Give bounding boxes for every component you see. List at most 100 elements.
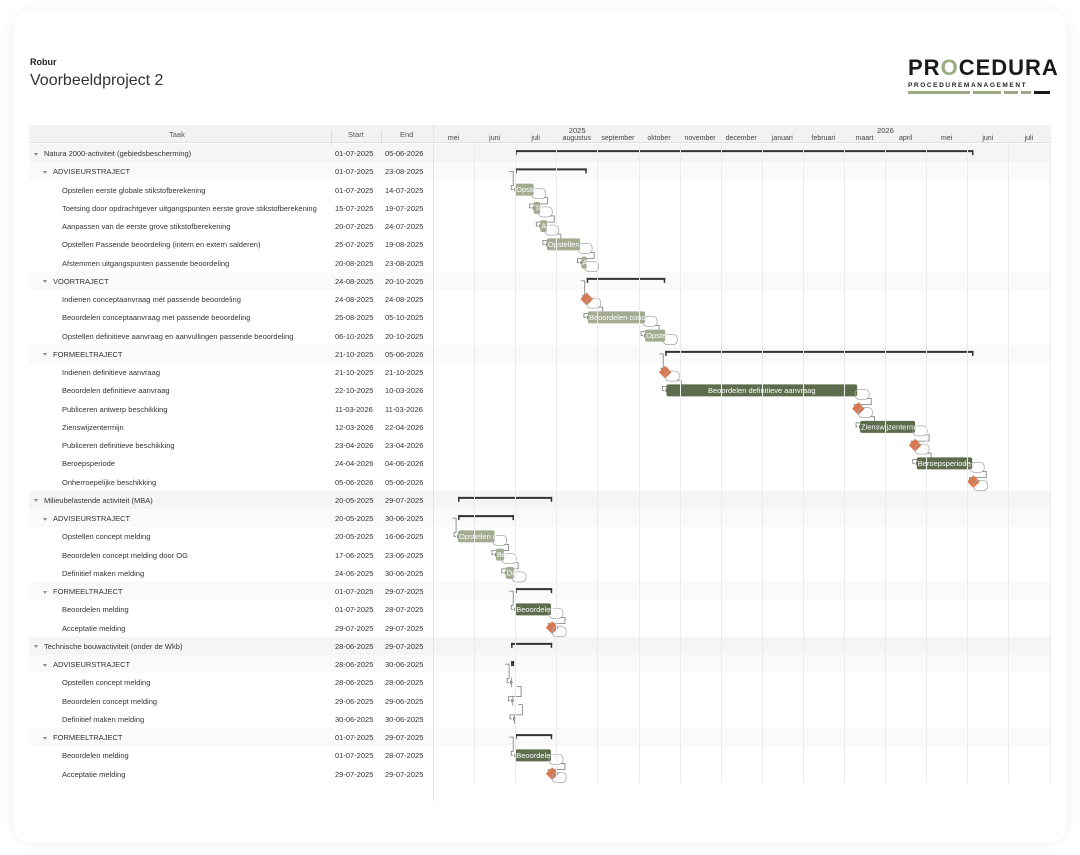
task-start-date: 01-07-2025 [335, 605, 374, 615]
collapse-caret-icon[interactable] [34, 645, 38, 649]
task-start-date: 01-07-2025 [335, 149, 374, 158]
table-row[interactable]: Publiceren antwerp beschikking 11-03-2026… [29, 400, 1051, 418]
summary-bar-end [458, 515, 460, 521]
table-row[interactable]: Zienswijzentermijn 12-03-2026 22-04-2026 [29, 418, 1051, 436]
zero-duration-task[interactable] [512, 695, 514, 706]
task-bar-outline [577, 242, 593, 254]
task-bar-outline [548, 753, 564, 765]
table-row[interactable]: Toetsing door opdrachtgever uitgangspunt… [29, 199, 1051, 217]
task-name: Indienen conceptaanvraag mét passende be… [62, 295, 241, 304]
table-row[interactable]: Beoordelen melding 01-07-2025 28-07-2025 [29, 746, 1051, 764]
month-gridline [638, 143, 640, 783]
task-bar[interactable] [860, 420, 916, 433]
month-label: mei [447, 135, 460, 142]
table-row[interactable]: Beroepsperiode 24-04-2026 04-06-2026 [29, 454, 1051, 472]
task-bar[interactable] [515, 183, 534, 196]
zero-duration-task[interactable] [513, 713, 515, 724]
table-row[interactable]: FORMEELTRAJECT 01-07-2025 29-07-2025 [29, 728, 1051, 747]
table-row[interactable]: FORMEELTRAJECT 21-10-2025 05-06-2026 [29, 344, 1051, 363]
collapse-caret-icon[interactable] [43, 170, 47, 174]
summary-bar[interactable] [511, 642, 553, 645]
table-row[interactable]: ADVISEURSTRAJECT 28-06-2025 30-06-2025 [29, 655, 1051, 674]
task-end-date: 29-07-2025 [385, 769, 424, 779]
task-bar[interactable] [546, 238, 581, 251]
table-row[interactable]: Beoordelen definitieve aanvraag 22-10-202… [29, 381, 1051, 399]
task-name: Aanpassen van de eerste grove stikstofbe… [62, 222, 231, 231]
table-row[interactable]: Definitief maken melding 24-06-2025 30-06-… [29, 564, 1051, 582]
dependency-link [509, 590, 514, 610]
summary-bar[interactable] [458, 496, 553, 499]
summary-bar[interactable] [458, 515, 514, 518]
table-row[interactable]: ADVISEURSTRAJECT 20-05-2025 30-06-2025 [29, 509, 1051, 528]
task-start-date: 11-03-2026 [335, 404, 373, 414]
table-row[interactable]: Opstellen eerste globale stikstofbereken… [29, 181, 1051, 199]
collapse-caret-icon[interactable] [43, 353, 47, 357]
table-row[interactable]: VOORTRAJECT 24-08-2025 20-10-2025 [29, 271, 1051, 290]
table-row[interactable]: FORMEELTRAJECT 01-07-2025 29-07-2025 [29, 582, 1051, 601]
task-bar[interactable] [645, 329, 666, 342]
table-row[interactable]: Definitief maken melding 30-06-2025 30-06-… [29, 710, 1051, 728]
summary-bar[interactable] [515, 150, 974, 153]
month-label: april [898, 135, 913, 142]
task-name: Acceptatie melding [62, 769, 126, 779]
summary-bar[interactable] [515, 168, 587, 171]
table-row[interactable]: ADVISEURSTRAJECT 01-07-2025 23-08-2025 [29, 162, 1051, 181]
task-end-date: 16-06-2025 [385, 532, 424, 542]
table-row[interactable]: Opstellen definitieve aanvraag en aanvul… [29, 327, 1051, 345]
task-bar-outline [548, 607, 564, 619]
table-row[interactable]: Beoordelen melding 01-07-2025 28-07-2025 [29, 600, 1051, 618]
table-row[interactable]: Opstellen concept melding 28-06-2025 28-06… [29, 673, 1051, 691]
month-gridline [967, 143, 969, 783]
table-row[interactable]: Beoordelen conceptaanvraag met passende … [29, 308, 1051, 326]
table-row[interactable]: Beoordelen concept melding 29-06-2025 29-0… [29, 692, 1051, 710]
task-bar[interactable] [515, 749, 551, 762]
task-bar[interactable] [515, 603, 551, 616]
collapse-caret-icon[interactable] [34, 499, 38, 503]
table-row[interactable]: Indienen definitieve aanvraag 21-10-2025 2… [29, 363, 1051, 381]
table-row[interactable]: Beoordelen concept melding door OG 17-06-… [29, 546, 1051, 564]
task-name: FORMEELTRAJECT [43, 733, 122, 742]
collapse-caret-icon[interactable] [34, 152, 38, 156]
table-row[interactable]: Afstemmen uitgangspunten passende beoord… [29, 254, 1051, 272]
table-row[interactable]: Indienen conceptaanvraag mét passende be… [29, 290, 1051, 308]
column-header-end[interactable]: End [400, 130, 414, 139]
collapse-caret-icon[interactable] [43, 663, 47, 667]
task-end-date: 29-07-2025 [385, 587, 424, 596]
task-bar[interactable] [458, 530, 495, 543]
summary-bar[interactable] [515, 734, 553, 737]
column-header-start[interactable]: Start [348, 130, 364, 139]
summary-bar[interactable] [665, 350, 974, 353]
table-row[interactable]: Publiceren definitieve beschikking 23-04-… [29, 436, 1051, 454]
task-end-date: 10-03-2026 [385, 386, 424, 396]
task-bar[interactable] [587, 311, 646, 324]
summary-bar[interactable] [586, 277, 666, 280]
collapse-caret-icon[interactable] [43, 280, 47, 284]
task-start-date: 21-10-2025 [335, 349, 374, 359]
collapse-caret-icon[interactable] [43, 517, 47, 521]
table-row[interactable]: Milieubelastende activiteit (MBA) 20-05-2… [29, 490, 1051, 509]
task-name: Milieubelastende activiteit (MBA) [34, 496, 153, 505]
summary-bar[interactable] [515, 588, 553, 591]
table-row[interactable]: Opstellen Passende beoordeling (intern e… [29, 235, 1051, 253]
table-row[interactable]: Natura 2000-activiteit (gebiedsbeschermi… [29, 144, 1051, 163]
summary-bar-end [458, 496, 460, 502]
task-bar[interactable] [916, 457, 973, 470]
table-row[interactable]: Onherroepelijke beschikking 05-06-2026 05-… [29, 473, 1051, 491]
task-start-date: 06-10-2025 [335, 331, 374, 341]
column-header-task[interactable]: Taak [169, 130, 185, 139]
table-row[interactable]: Acceptatie melding 29-07-2025 29-07-2025 [29, 765, 1051, 783]
summary-bar-end [550, 496, 553, 502]
task-bar[interactable] [581, 256, 587, 269]
task-name: ADVISEURSTRAJECT [43, 660, 130, 669]
table-row[interactable]: Opstellen concept melding 20-05-2025 16-06… [29, 527, 1051, 545]
logo-bars [908, 91, 1050, 94]
table-row[interactable]: Aanpassen van de eerste grove stikstofbe… [29, 217, 1051, 235]
collapse-caret-icon[interactable] [43, 736, 47, 740]
table-row[interactable]: Technische bouwactiviteit (onder de Wkb)… [29, 636, 1051, 655]
table-row[interactable]: Acceptatie melding 29-07-2025 29-07-2025 [29, 619, 1051, 637]
zero-duration-task[interactable] [511, 677, 513, 688]
task-bar-outline [511, 571, 527, 583]
logo-tagline: PROCEDUREMANAGEMENT [908, 82, 1028, 89]
month-label: december [725, 135, 757, 142]
collapse-caret-icon[interactable] [43, 590, 47, 594]
